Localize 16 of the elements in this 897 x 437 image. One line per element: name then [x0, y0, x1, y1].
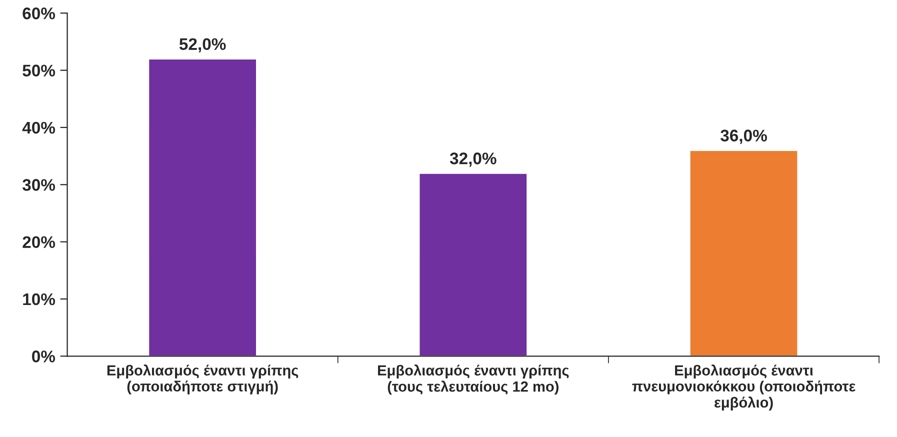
data-label: 32,0%	[450, 152, 496, 167]
x-tick-label: Εμβολιασμός έναντι πνευμονιοκόκκου (οποιοδήποτε εμβόλιο)	[632, 364, 856, 411]
y-tick-label: 40%	[22, 122, 56, 134]
y-tick-label: 10%	[23, 293, 56, 306]
bar	[688, 150, 799, 356]
y-tick-label: 0%	[32, 350, 56, 362]
bar	[148, 58, 258, 356]
x-tick-label: Εμβολιασμός έναντι γρίπης (τους τελευταίους 12 mo)	[378, 364, 569, 395]
y-tick-label: 50%	[22, 64, 56, 76]
bar	[418, 172, 528, 356]
data-label: 52,0%	[179, 38, 226, 52]
y-tick-label: 60%	[22, 8, 56, 20]
x-tick-label: Εμβολιασμός έναντι γρίπης (οποιαδήποτε στιγμή)	[107, 364, 298, 394]
y-tick-label: 30%	[22, 179, 56, 191]
data-label: 36,0%	[720, 130, 767, 144]
y-tick-label: 20%	[22, 236, 56, 248]
